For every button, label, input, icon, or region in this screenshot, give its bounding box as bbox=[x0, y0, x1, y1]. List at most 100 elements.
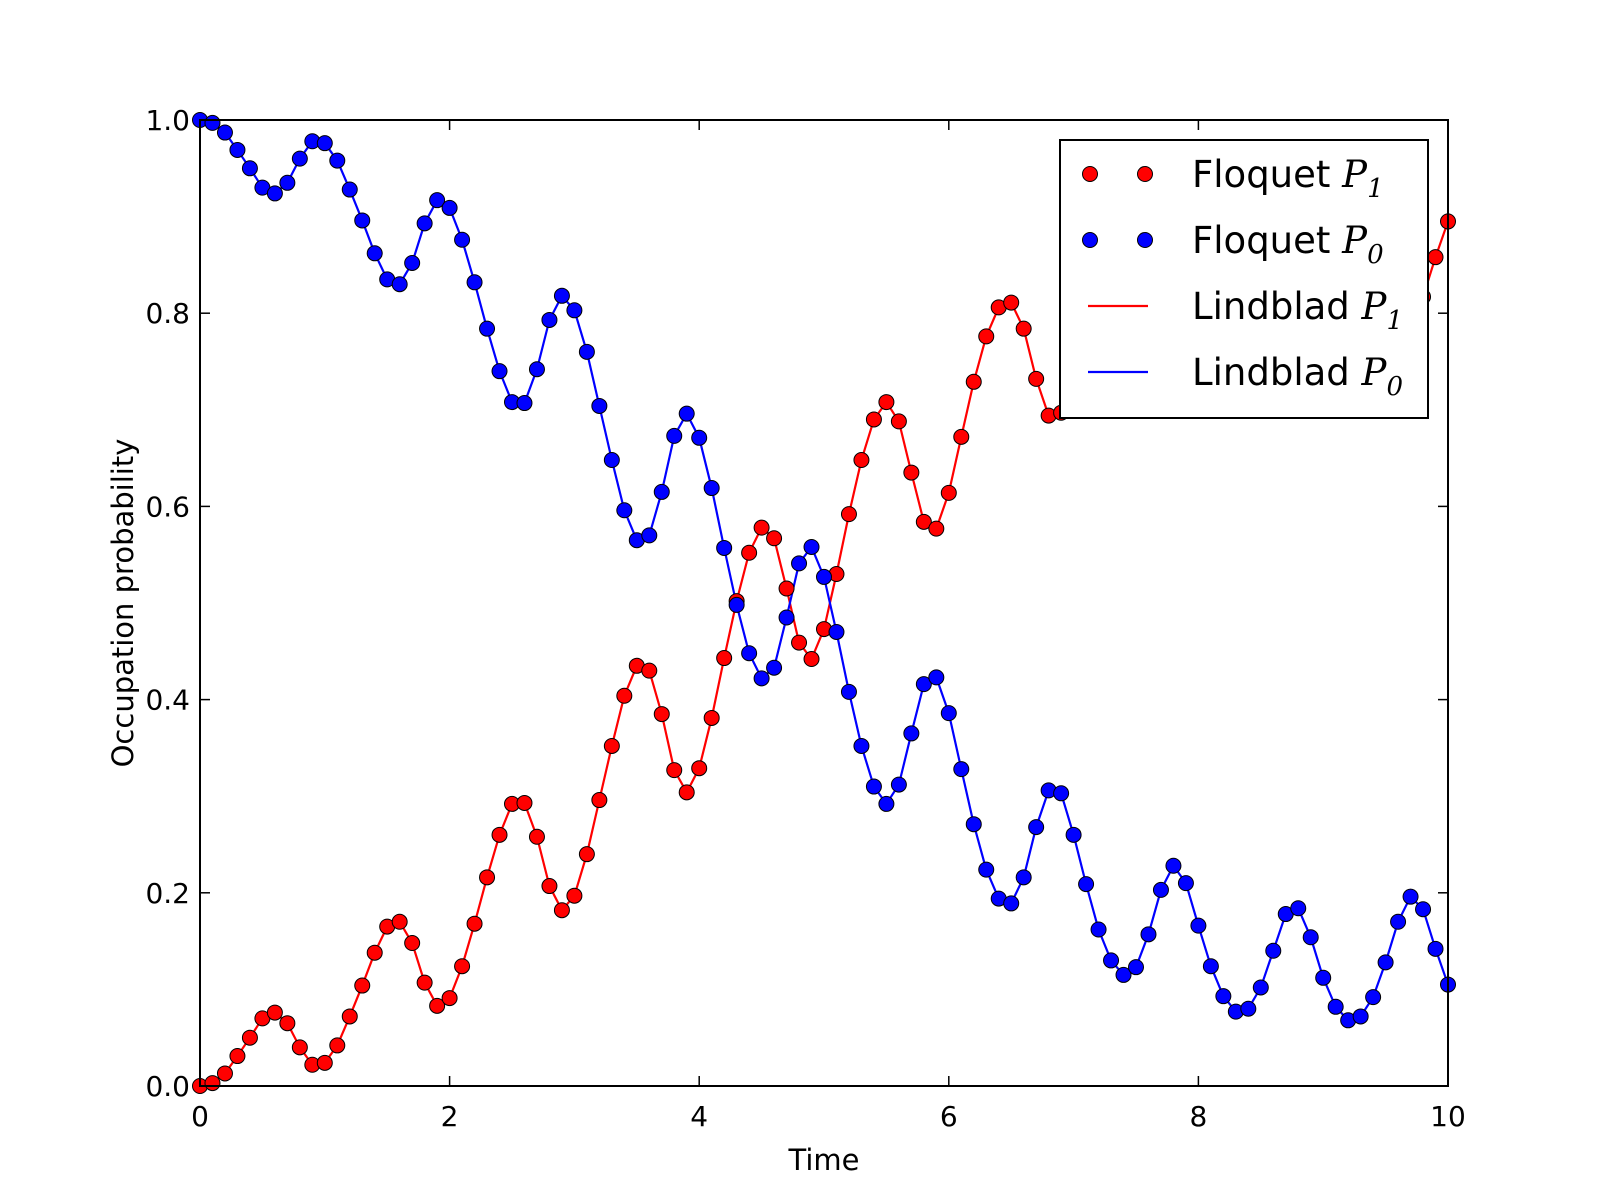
legend-label-subscript: 0 bbox=[1386, 372, 1403, 402]
point-floquet-p1 bbox=[566, 887, 583, 904]
point-floquet-p0 bbox=[978, 861, 995, 878]
point-floquet-p1 bbox=[1028, 370, 1045, 387]
point-floquet-p0 bbox=[229, 141, 246, 158]
point-floquet-p1 bbox=[753, 519, 770, 536]
point-floquet-p0 bbox=[1003, 895, 1020, 912]
point-floquet-p0 bbox=[1390, 913, 1407, 930]
point-floquet-p0 bbox=[279, 174, 296, 191]
point-floquet-p0 bbox=[1202, 958, 1219, 975]
point-floquet-p0 bbox=[1402, 888, 1419, 905]
point-floquet-p1 bbox=[840, 506, 857, 523]
point-floquet-p0 bbox=[1115, 966, 1132, 983]
point-floquet-p0 bbox=[1427, 940, 1444, 957]
point-floquet-p1 bbox=[803, 651, 820, 668]
point-floquet-p0 bbox=[816, 568, 832, 585]
y-axis-title: Occupation probability bbox=[106, 439, 140, 768]
point-floquet-p1 bbox=[915, 513, 932, 530]
point-floquet-p1 bbox=[479, 869, 496, 886]
point-floquet-p1 bbox=[865, 411, 882, 428]
legend-label: Floquet P1 bbox=[1192, 153, 1384, 204]
point-floquet-p1 bbox=[591, 792, 608, 809]
point-floquet-p0 bbox=[391, 276, 408, 293]
point-floquet-p0 bbox=[216, 124, 233, 141]
point-floquet-p0 bbox=[965, 816, 982, 833]
y-tick-label: 0.0 bbox=[145, 1070, 190, 1103]
legend-entry: Lindblad P1 bbox=[1088, 285, 1403, 336]
point-floquet-p0 bbox=[516, 395, 533, 412]
legend-marker bbox=[1137, 232, 1153, 248]
point-floquet-p0 bbox=[791, 555, 808, 572]
point-floquet-p1 bbox=[429, 997, 446, 1014]
legend-marker bbox=[1082, 166, 1098, 182]
point-floquet-p0 bbox=[691, 429, 708, 446]
point-floquet-p0 bbox=[591, 397, 608, 414]
point-floquet-p1 bbox=[216, 1065, 233, 1082]
point-floquet-p1 bbox=[978, 328, 995, 345]
legend-marker bbox=[1137, 166, 1153, 182]
legend-label-subscript: 1 bbox=[1367, 174, 1384, 204]
point-floquet-p0 bbox=[678, 405, 695, 422]
point-floquet-p0 bbox=[1415, 901, 1432, 918]
point-floquet-p1 bbox=[241, 1029, 258, 1046]
point-floquet-p0 bbox=[890, 776, 907, 793]
point-floquet-p1 bbox=[766, 530, 783, 547]
legend-label-name: Floquet bbox=[1192, 219, 1342, 262]
point-floquet-p0 bbox=[1240, 1000, 1257, 1017]
point-floquet-p0 bbox=[1252, 979, 1269, 996]
legend-label: Lindblad P1 bbox=[1192, 285, 1403, 336]
point-floquet-p0 bbox=[903, 725, 920, 742]
x-tick-label: 6 bbox=[940, 1100, 958, 1133]
point-floquet-p0 bbox=[778, 609, 795, 626]
point-floquet-p0 bbox=[354, 212, 371, 229]
point-floquet-p1 bbox=[466, 915, 483, 932]
point-floquet-p0 bbox=[1015, 869, 1032, 886]
point-floquet-p0 bbox=[241, 160, 258, 177]
point-floquet-p0 bbox=[878, 795, 895, 812]
point-floquet-p0 bbox=[1090, 921, 1107, 938]
legend-label: Floquet P0 bbox=[1192, 219, 1384, 270]
point-floquet-p0 bbox=[1215, 988, 1232, 1005]
point-floquet-p0 bbox=[666, 427, 683, 444]
legend-label-name: Lindblad bbox=[1192, 285, 1362, 328]
point-floquet-p1 bbox=[678, 784, 695, 801]
point-floquet-p0 bbox=[479, 320, 496, 337]
point-floquet-p0 bbox=[491, 363, 508, 380]
x-tick-label: 10 bbox=[1430, 1100, 1466, 1133]
point-floquet-p1 bbox=[741, 544, 758, 561]
point-floquet-p1 bbox=[454, 958, 471, 975]
point-floquet-p0 bbox=[915, 676, 932, 693]
point-floquet-p1 bbox=[491, 826, 508, 843]
x-tick-label: 0 bbox=[191, 1100, 209, 1133]
point-floquet-p0 bbox=[341, 181, 358, 198]
point-floquet-p1 bbox=[703, 709, 720, 726]
point-floquet-p1 bbox=[354, 977, 371, 994]
point-floquet-p1 bbox=[416, 974, 433, 991]
point-floquet-p0 bbox=[928, 669, 945, 686]
point-floquet-p1 bbox=[903, 464, 920, 481]
point-floquet-p0 bbox=[803, 538, 820, 555]
point-floquet-p0 bbox=[1128, 959, 1144, 976]
point-floquet-p0 bbox=[1377, 954, 1394, 971]
point-floquet-p0 bbox=[1190, 917, 1207, 934]
point-floquet-p0 bbox=[416, 215, 433, 232]
point-floquet-p0 bbox=[1365, 989, 1382, 1006]
point-floquet-p0 bbox=[454, 231, 471, 248]
legend-entry: Lindblad P0 bbox=[1088, 351, 1403, 402]
point-floquet-p0 bbox=[653, 483, 670, 500]
point-floquet-p0 bbox=[1165, 857, 1182, 874]
point-floquet-p1 bbox=[341, 1008, 358, 1025]
y-tick-label: 0.2 bbox=[145, 877, 190, 910]
point-floquet-p0 bbox=[828, 623, 845, 640]
point-floquet-p0 bbox=[753, 670, 770, 687]
point-floquet-p0 bbox=[1302, 929, 1319, 946]
point-floquet-p1 bbox=[928, 520, 945, 537]
point-floquet-p0 bbox=[1078, 876, 1095, 893]
point-floquet-p1 bbox=[1427, 249, 1444, 266]
point-floquet-p1 bbox=[890, 413, 907, 430]
point-floquet-p1 bbox=[279, 1015, 296, 1032]
legend-label-symbol: P bbox=[1361, 351, 1388, 394]
point-floquet-p0 bbox=[1103, 952, 1120, 969]
point-floquet-p1 bbox=[641, 662, 658, 679]
point-floquet-p0 bbox=[716, 539, 733, 556]
